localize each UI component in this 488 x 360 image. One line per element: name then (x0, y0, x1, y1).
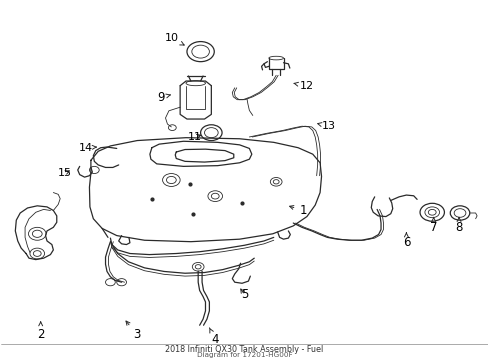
Text: 5: 5 (240, 288, 248, 301)
Text: 7: 7 (429, 217, 437, 234)
Text: 2: 2 (37, 322, 44, 341)
Text: 1: 1 (289, 204, 306, 217)
Text: 14: 14 (79, 143, 96, 153)
Text: 3: 3 (126, 321, 141, 341)
Text: 15: 15 (58, 168, 72, 178)
Text: 4: 4 (209, 328, 219, 346)
Text: 12: 12 (293, 81, 313, 91)
Text: 6: 6 (402, 233, 409, 249)
Text: 11: 11 (187, 132, 202, 142)
Text: 9: 9 (157, 91, 170, 104)
Text: 2018 Infiniti QX30 Tank Assembly - Fuel: 2018 Infiniti QX30 Tank Assembly - Fuel (165, 346, 323, 355)
Text: 10: 10 (164, 33, 184, 45)
Text: 8: 8 (454, 217, 462, 234)
Text: 13: 13 (317, 121, 335, 131)
Text: Diagram for 17201-HG00F: Diagram for 17201-HG00F (196, 352, 292, 358)
